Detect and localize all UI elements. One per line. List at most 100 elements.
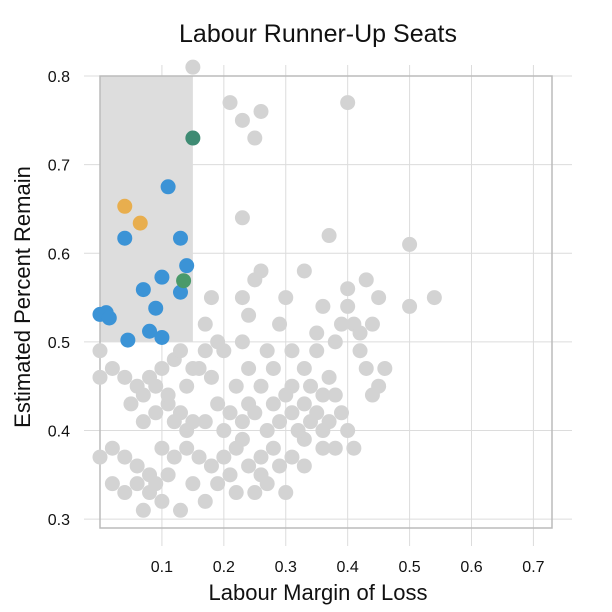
data-point [303, 414, 319, 430]
y-tick-label: 0.6 [48, 246, 70, 263]
highlight-rect [100, 76, 193, 342]
data-point [284, 343, 300, 359]
data-point [371, 290, 387, 306]
data-point [278, 485, 294, 501]
data-point [117, 485, 133, 501]
data-point [309, 343, 325, 359]
data-point [241, 307, 257, 323]
data-point [241, 396, 257, 412]
highlighted-data-point [120, 332, 136, 348]
highlighted-data-point [172, 230, 188, 246]
highlighted-data-point [117, 230, 133, 246]
y-tick-label: 0.3 [48, 512, 70, 529]
data-point [216, 449, 232, 465]
data-point [203, 290, 219, 306]
data-point [117, 369, 133, 385]
data-point [234, 112, 250, 128]
data-point [278, 387, 294, 403]
data-point [117, 449, 133, 465]
data-point [358, 272, 374, 288]
x-tick-label: 0.1 [151, 559, 173, 576]
data-point [340, 95, 356, 111]
highlighted-data-point [154, 329, 170, 345]
data-point [135, 502, 151, 518]
y-tick-label: 0.8 [48, 69, 70, 86]
highlighted-data-point [135, 282, 151, 298]
highlighted-data-point [148, 300, 164, 316]
data-point [234, 431, 250, 447]
data-point [203, 458, 219, 474]
data-point [210, 396, 226, 412]
data-point [222, 405, 238, 421]
data-point [352, 325, 368, 341]
data-point [154, 360, 170, 376]
data-point [203, 369, 219, 385]
data-point [340, 298, 356, 314]
data-point [241, 458, 257, 474]
data-point [129, 458, 145, 474]
data-points [92, 59, 442, 518]
data-point [259, 343, 275, 359]
data-point [296, 360, 312, 376]
x-tick-label: 0.2 [213, 559, 235, 576]
highlighted-data-point [185, 130, 201, 146]
data-point [333, 405, 349, 421]
data-point [284, 449, 300, 465]
data-point [234, 210, 250, 226]
highlighted-data-point [179, 258, 195, 274]
data-point [92, 449, 108, 465]
data-point [234, 290, 250, 306]
data-point [197, 493, 213, 509]
data-point [222, 467, 238, 483]
data-point [290, 423, 306, 439]
data-point [278, 290, 294, 306]
data-point [321, 369, 337, 385]
highlighted-data-point [132, 215, 148, 231]
data-point [247, 272, 263, 288]
data-point [284, 405, 300, 421]
data-point [104, 360, 120, 376]
data-point [259, 423, 275, 439]
data-point [253, 378, 269, 394]
data-point [92, 343, 108, 359]
data-point [315, 423, 331, 439]
highlighted-data-point [172, 284, 188, 300]
data-point [179, 440, 195, 456]
highlighted-data-point [176, 273, 192, 289]
plot-frame [99, 75, 553, 529]
highlighted-data-point [160, 179, 176, 195]
data-point [265, 360, 281, 376]
x-tick-label: 0.5 [398, 559, 420, 576]
highlighted-data-point [142, 323, 158, 339]
data-point [166, 449, 182, 465]
data-point [315, 440, 331, 456]
data-point [123, 396, 139, 412]
data-point [148, 476, 164, 492]
data-point [265, 396, 281, 412]
data-point [197, 343, 213, 359]
data-point [154, 493, 170, 509]
data-point [148, 405, 164, 421]
data-point [253, 449, 269, 465]
plot-border [99, 75, 553, 529]
data-point [135, 387, 151, 403]
highlighted-data-point [117, 198, 133, 214]
data-point [315, 298, 331, 314]
data-point [166, 414, 182, 430]
data-point [253, 103, 269, 119]
y-axis-label: Estimated Percent Remain [10, 166, 35, 428]
data-point [296, 458, 312, 474]
data-point [265, 440, 281, 456]
data-point [321, 228, 337, 244]
data-point [402, 236, 418, 252]
data-point [426, 290, 442, 306]
data-point [104, 476, 120, 492]
data-point [210, 334, 226, 350]
data-point [340, 423, 356, 439]
data-point [358, 360, 374, 376]
data-point [197, 316, 213, 332]
highlight-region [100, 76, 193, 342]
data-point [333, 316, 349, 332]
data-point [172, 502, 188, 518]
